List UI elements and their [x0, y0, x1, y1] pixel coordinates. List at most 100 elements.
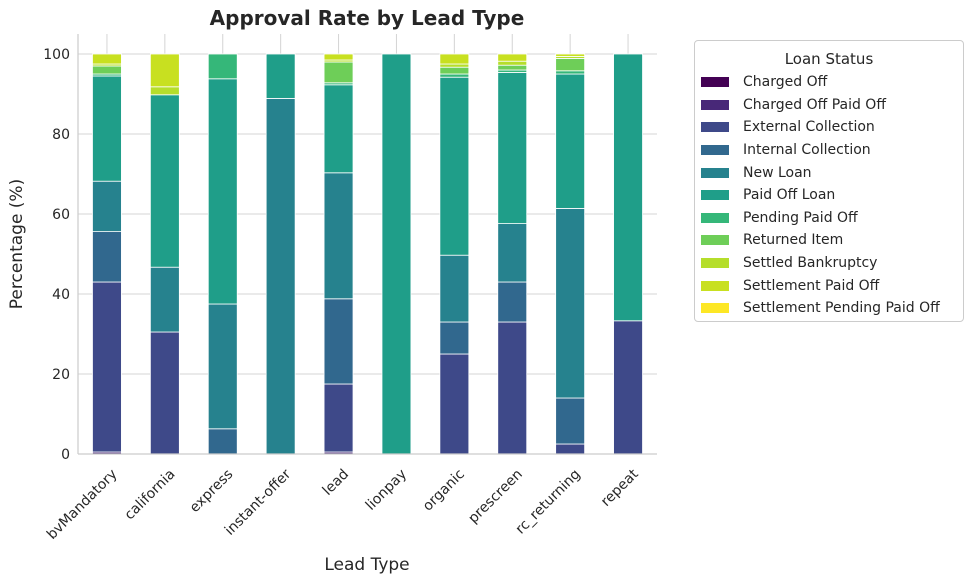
bar-segment — [92, 180, 122, 232]
bar-segment — [497, 72, 528, 224]
legend-label: New Loan — [743, 164, 812, 181]
bar-segment — [613, 53, 643, 322]
bar-segment — [265, 53, 296, 99]
bar-segment — [323, 53, 354, 61]
x-tick-label: organic — [420, 466, 468, 514]
legend: Loan Status Charged Off Charged Off Paid … — [694, 40, 964, 322]
bars — [92, 53, 643, 455]
legend-item: Paid Off Loan — [695, 184, 963, 207]
bar-segment — [439, 353, 470, 455]
legend-label: Pending Paid Off — [743, 209, 858, 226]
x-tick-label: express — [187, 466, 237, 516]
bar-segment — [92, 281, 122, 453]
y-tick-label: 0 — [61, 447, 70, 463]
bar-segment — [92, 75, 122, 182]
bar-segment — [207, 303, 238, 430]
y-tick-label: 20 — [52, 367, 70, 383]
legend-swatch — [701, 303, 729, 314]
bar-segment — [207, 428, 238, 455]
legend-swatch — [701, 167, 729, 178]
legend-item: Settlement Paid Off — [695, 274, 963, 297]
legend-label: Settlement Paid Off — [743, 277, 880, 294]
bar-segment — [497, 64, 528, 71]
bar-segment — [207, 78, 238, 305]
x-tick-label: repeat — [598, 466, 642, 510]
bar-segment — [555, 207, 586, 399]
legend-items: Charged Off Charged Off Paid Off External … — [695, 71, 963, 320]
bar-segment — [497, 281, 528, 323]
x-tick-label: bvMandatory — [44, 466, 121, 543]
legend-swatch — [701, 99, 729, 110]
bar-segment — [149, 86, 180, 96]
legend-swatch — [701, 190, 729, 201]
axes — [77, 34, 657, 455]
legend-swatch — [701, 235, 729, 246]
bar-segment — [439, 321, 470, 355]
bar-segment — [439, 53, 470, 65]
legend-item: Pending Paid Off — [695, 207, 963, 230]
bar-segment — [555, 70, 586, 75]
bar-segment — [323, 84, 354, 174]
bar-segment — [265, 98, 296, 455]
bar-segment — [439, 254, 470, 323]
legend-item: Charged Off Paid Off — [695, 94, 963, 117]
bar-segment — [323, 298, 354, 385]
legend-swatch — [701, 77, 729, 88]
y-tick-label: 100 — [43, 47, 70, 63]
y-axis-label: Percentage (%) — [7, 179, 27, 309]
bar-segment — [497, 223, 528, 283]
x-axis-label: Lead Type — [324, 555, 409, 575]
legend-swatch — [701, 122, 729, 133]
bar-segment — [381, 53, 412, 455]
bar-segment — [323, 383, 354, 453]
x-tick-label: lead — [320, 466, 353, 499]
bar-segment — [555, 443, 586, 455]
bar-segment — [497, 60, 528, 66]
bar-segment — [555, 53, 586, 57]
legend-label: Internal Collection — [743, 142, 871, 159]
bar-segment — [439, 63, 470, 68]
legend-item: Charged Off — [695, 71, 963, 94]
legend-swatch — [701, 212, 729, 223]
legend-item: Settlement Pending Paid Off — [695, 297, 963, 320]
legend-item: Returned Item — [695, 229, 963, 252]
bar-segment — [439, 66, 470, 75]
legend-label: Charged Off — [743, 74, 828, 91]
legend-label: Returned Item — [743, 232, 844, 249]
bar-segment — [555, 397, 586, 445]
bar-segment — [555, 73, 586, 209]
bar-segment — [323, 172, 354, 300]
bar-segment — [149, 331, 180, 455]
bar-segment — [497, 321, 528, 455]
chart-title: Approval Rate by Lead Type — [210, 6, 525, 30]
bar-segment — [439, 73, 470, 78]
legend-item: New Loan — [695, 161, 963, 184]
legend-label: External Collection — [743, 119, 875, 136]
bar-segment — [555, 58, 586, 72]
bar-segment — [497, 53, 528, 62]
x-tick-label: prescreen — [465, 466, 525, 526]
legend-label: Settlement Pending Paid Off — [743, 300, 940, 317]
y-tick-label: 80 — [52, 127, 70, 143]
y-tick-label: 60 — [52, 207, 70, 223]
bar-segment — [207, 53, 238, 80]
y-tick-label: 40 — [52, 287, 70, 303]
legend-title: Loan Status — [784, 50, 874, 68]
legend-label: Settled Bankruptcy — [743, 255, 878, 272]
legend-swatch — [701, 145, 729, 156]
bar-segment — [149, 266, 180, 333]
legend-swatch — [701, 258, 729, 269]
bar-segment — [149, 94, 180, 268]
bar-segment — [92, 53, 122, 65]
bar-segment — [149, 53, 180, 88]
bar-segment — [92, 65, 122, 75]
legend-item: Settled Bankruptcy — [695, 252, 963, 275]
legend-swatch — [701, 280, 729, 291]
bar-segment — [613, 320, 643, 455]
x-tick-label: lionpay — [363, 466, 410, 513]
legend-label: Paid Off Loan — [743, 187, 836, 204]
legend-item: External Collection — [695, 116, 963, 139]
bar-segment — [92, 231, 122, 283]
legend-item: Internal Collection — [695, 139, 963, 162]
